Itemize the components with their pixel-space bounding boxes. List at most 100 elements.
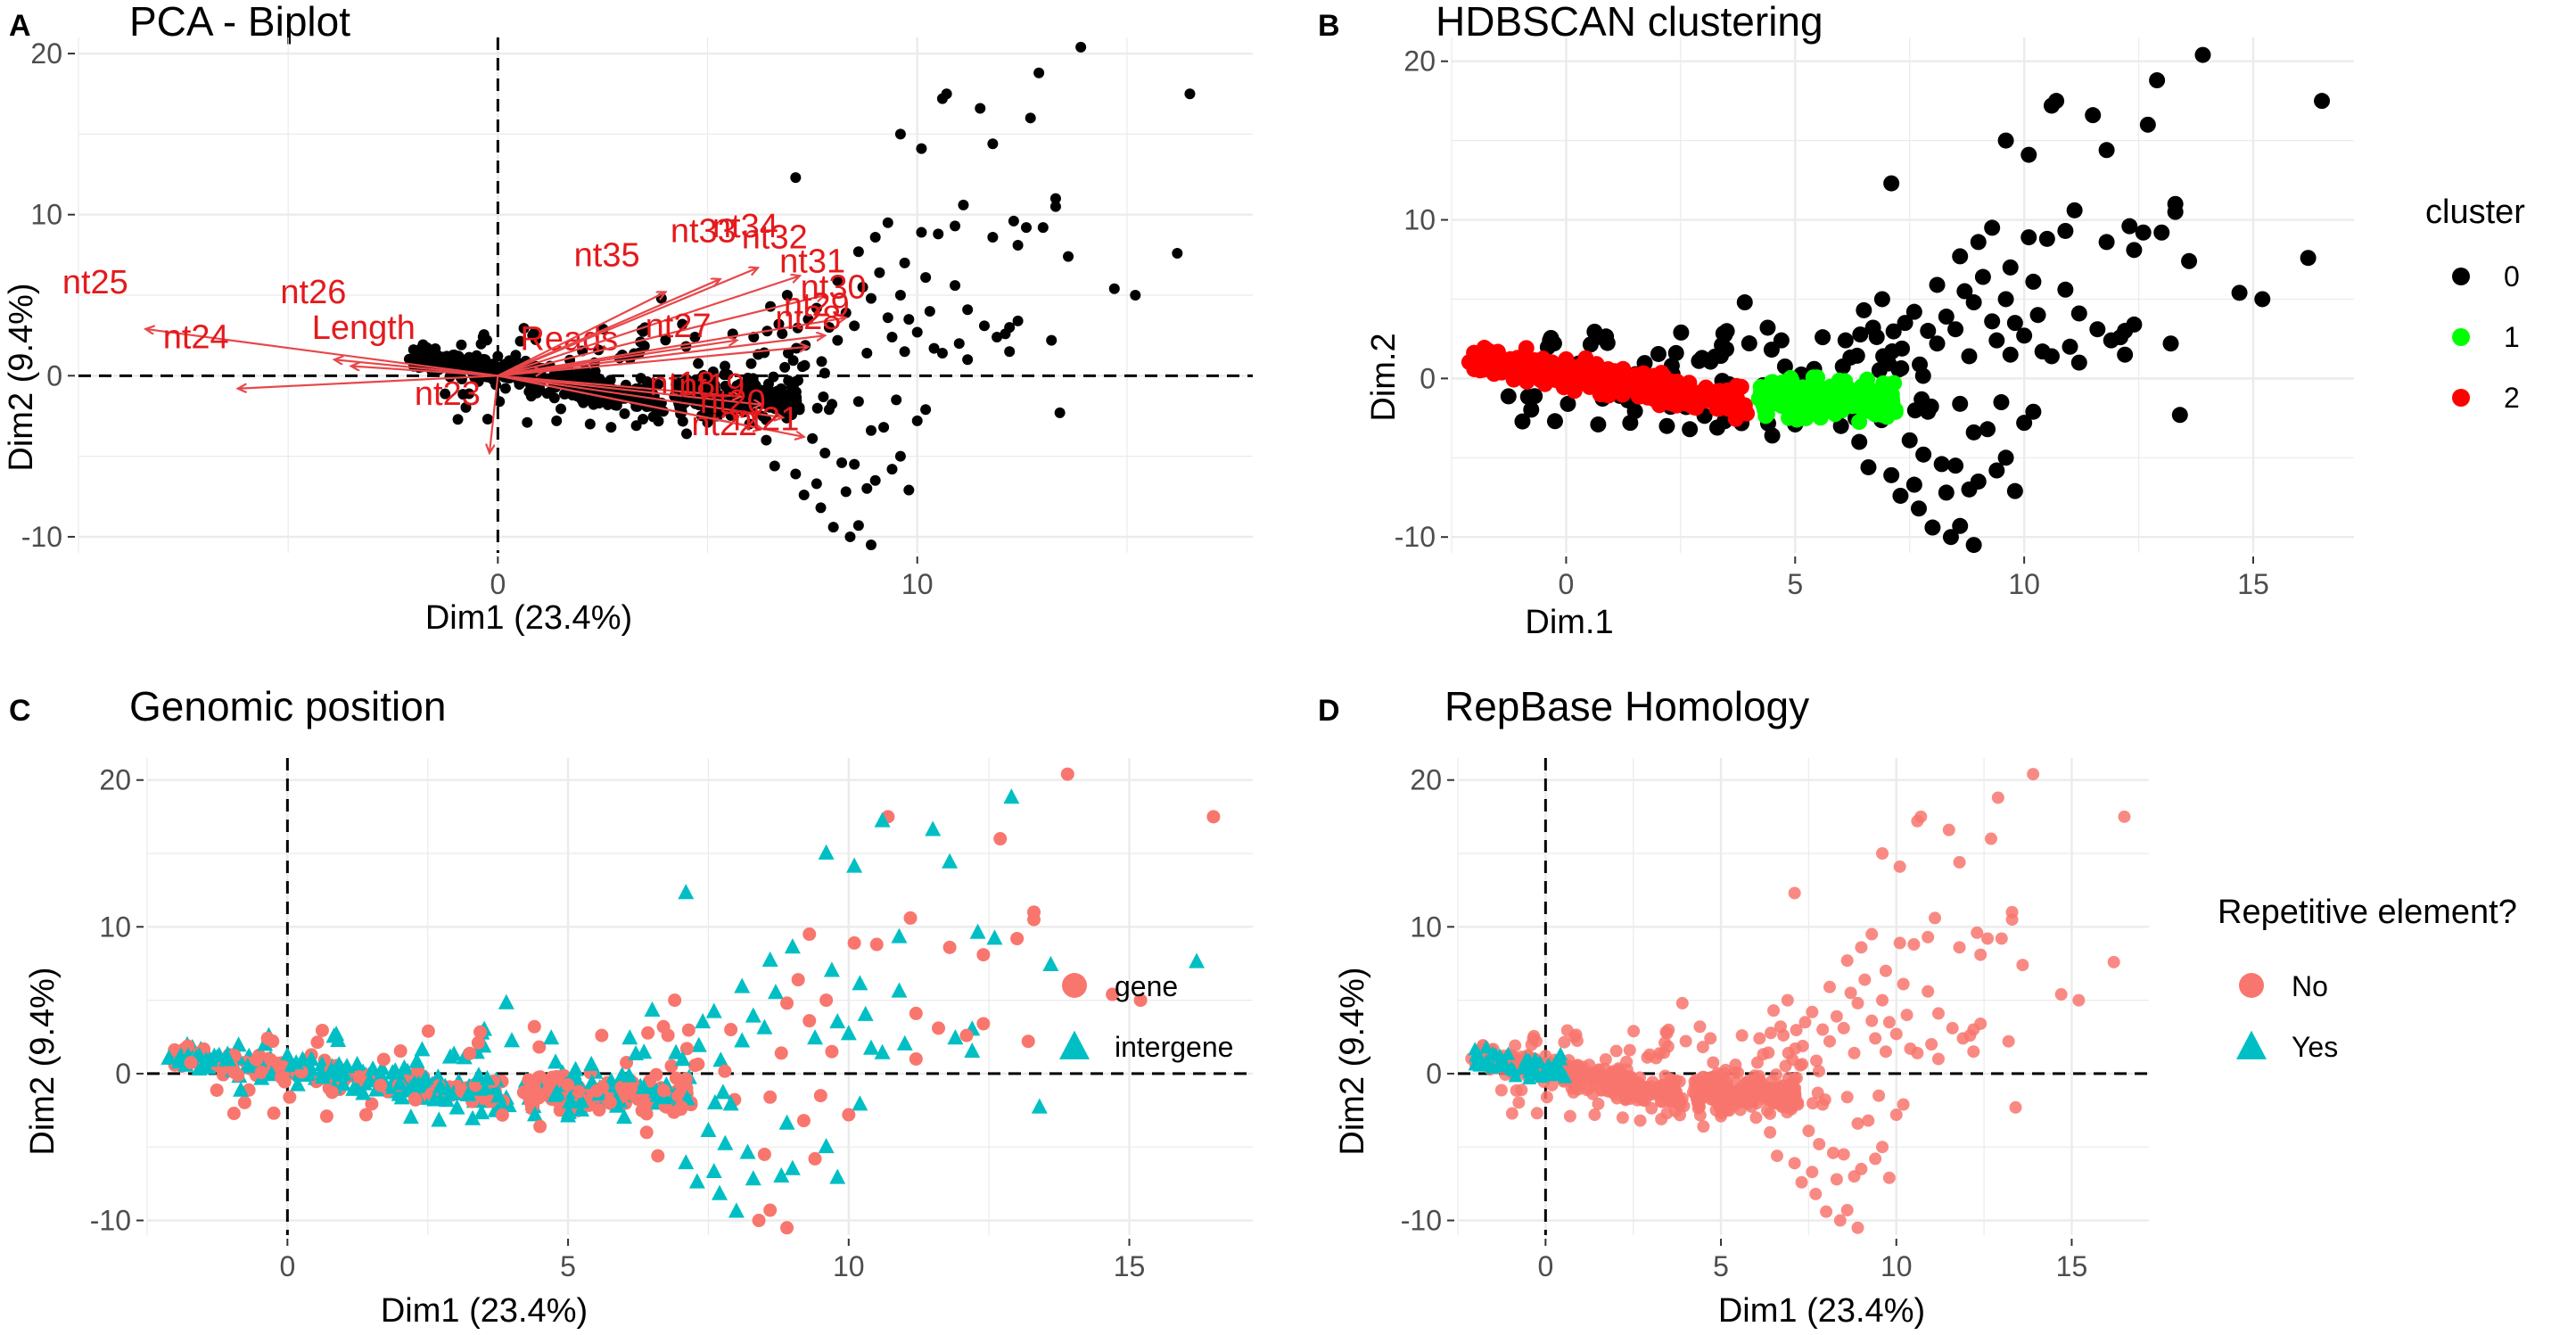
data-point xyxy=(844,531,856,542)
data-point-intergene xyxy=(745,1007,761,1023)
legend-label: Yes xyxy=(2292,1031,2338,1063)
loading-arrow xyxy=(498,375,761,405)
data-point-gene xyxy=(959,1028,974,1042)
data-point-gene xyxy=(603,1095,617,1109)
data-point xyxy=(1993,394,2010,411)
grid xyxy=(78,37,1253,553)
data-point-no xyxy=(1757,1048,1770,1061)
data-point xyxy=(987,138,999,150)
data-point-intergene xyxy=(560,1107,577,1123)
panel-title: RepBase Homology xyxy=(1444,683,1809,729)
data-point xyxy=(2112,329,2129,346)
loading-label: nt19 xyxy=(679,367,745,405)
data-point-no xyxy=(1840,954,1854,968)
data-point xyxy=(1965,294,1982,311)
data-point xyxy=(2181,252,2198,269)
data-point xyxy=(832,275,844,286)
data-point-gene xyxy=(421,1024,435,1038)
legend-label: 0 xyxy=(2504,260,2520,293)
data-point-intergene xyxy=(728,1202,745,1218)
loading-label: nt27 xyxy=(646,308,712,345)
data-point-yes xyxy=(1515,1060,1530,1075)
data-point xyxy=(1545,335,1562,352)
data-point-gene xyxy=(266,1034,280,1049)
data-point xyxy=(819,367,830,379)
x-tick-label: 10 xyxy=(1881,1250,1913,1282)
data-point-no xyxy=(1790,1024,1803,1037)
legend-title: cluster xyxy=(2425,194,2525,231)
data-point-no xyxy=(1830,1173,1843,1186)
data-point xyxy=(2025,403,2042,420)
data-point-gene xyxy=(932,1021,946,1035)
data-point-no xyxy=(1826,1146,1839,1159)
data-point xyxy=(1947,457,1964,474)
loading-label: nt34 xyxy=(712,208,778,245)
loading-label: nt25 xyxy=(62,264,128,301)
data-point xyxy=(1832,417,1849,434)
legend-label: No xyxy=(2292,970,2328,1002)
data-point-gene xyxy=(545,1070,559,1084)
data-point xyxy=(1929,276,1946,293)
x-tick-label: 10 xyxy=(833,1250,865,1282)
y-tick-label: 0 xyxy=(46,359,62,391)
data-point-yes xyxy=(1546,1065,1561,1079)
data-point-gene xyxy=(763,1203,778,1217)
points xyxy=(160,767,1221,1235)
data-point-no xyxy=(1752,1069,1765,1083)
x-tick-label: 15 xyxy=(2056,1250,2088,1282)
data-point-gene xyxy=(325,1085,340,1100)
data-point xyxy=(638,413,649,424)
y-axis-label: Dim2 (9.4%) xyxy=(24,967,62,1155)
loading-label: nt26 xyxy=(280,274,346,311)
data-point-intergene xyxy=(426,1091,443,1107)
data-point-no xyxy=(1820,1205,1833,1218)
legend-key xyxy=(1062,973,1087,998)
data-point-gene xyxy=(374,1078,388,1092)
data-point-intergene xyxy=(616,1108,633,1125)
data-point xyxy=(774,397,786,408)
data-point-no xyxy=(1840,1091,1854,1104)
data-point xyxy=(978,320,990,332)
data-point xyxy=(689,331,701,342)
data-point xyxy=(1883,175,1900,192)
data-point-intergene xyxy=(391,1075,408,1091)
data-point xyxy=(849,320,860,332)
data-point-gene xyxy=(796,1114,811,1128)
y-tick-label: 20 xyxy=(99,764,131,796)
data-point xyxy=(1910,500,1927,517)
data-point-intergene xyxy=(688,1173,705,1189)
data-point xyxy=(920,272,932,284)
data-point-gene xyxy=(656,1084,671,1098)
data-point-intergene xyxy=(818,844,835,860)
data-point-gene xyxy=(909,1006,923,1020)
data-point-intergene xyxy=(705,1002,722,1018)
data-point xyxy=(865,539,876,550)
panel-letter: C xyxy=(9,694,31,728)
data-point xyxy=(2149,72,2166,89)
data-point-intergene xyxy=(334,1075,351,1092)
panel-title: PCA - Biplot xyxy=(129,0,350,45)
data-point xyxy=(1033,67,1045,78)
loading-arrow xyxy=(238,375,498,388)
data-point xyxy=(460,401,472,413)
data-point-no xyxy=(1567,1085,1580,1099)
data-point-no xyxy=(1812,1065,1825,1078)
data-point xyxy=(1673,324,1690,341)
data-point-gene xyxy=(473,1025,488,1039)
data-point-intergene xyxy=(327,1060,344,1076)
data-point xyxy=(928,342,940,354)
data-point xyxy=(1881,355,1897,372)
data-point-intergene xyxy=(739,1143,756,1159)
data-point-yes xyxy=(1478,1040,1494,1054)
data-point xyxy=(769,460,780,472)
data-point-no xyxy=(1653,1047,1667,1060)
data-point-gene xyxy=(319,1109,333,1124)
data-point-no xyxy=(1925,1038,1938,1051)
data-point xyxy=(1184,88,1196,100)
data-point-gene xyxy=(842,1108,856,1122)
grid xyxy=(1457,758,2149,1235)
loading-arrow xyxy=(498,375,783,417)
data-point xyxy=(1952,248,1969,265)
data-point-gene xyxy=(365,1097,379,1111)
data-point xyxy=(1942,529,1959,546)
